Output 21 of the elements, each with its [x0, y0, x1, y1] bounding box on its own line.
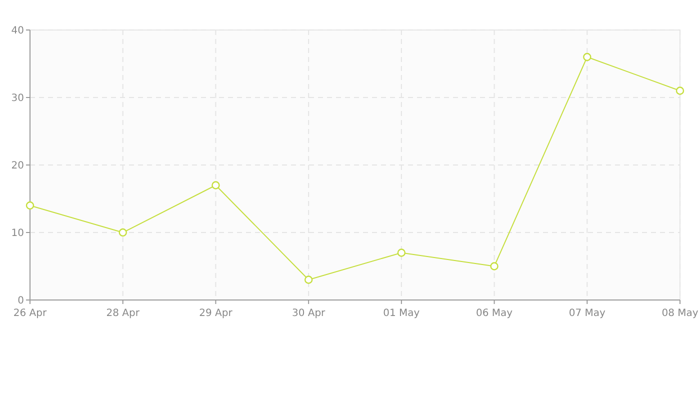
x-tick-label: 08 May	[662, 308, 698, 319]
x-tick-label: 26 Apr	[13, 308, 48, 319]
y-tick-label: 20	[11, 160, 24, 172]
point	[397, 248, 406, 257]
point	[304, 276, 313, 284]
y-tick-label: 40	[11, 26, 24, 36]
x-tick-label: 07 May	[568, 308, 606, 319]
point	[676, 86, 684, 95]
point	[583, 52, 592, 62]
y-tick-label: 30	[11, 93, 24, 104]
point	[26, 201, 34, 210]
point	[212, 181, 220, 190]
x-tick-label: 30 Apr	[292, 308, 326, 319]
y-tick-label: 10	[11, 228, 24, 239]
point	[118, 228, 127, 237]
point	[490, 262, 498, 270]
x-tick-label: 06 May	[476, 308, 513, 319]
x-tick-label: 29 Apr	[199, 308, 234, 319]
x-tick-label: 01 May	[383, 308, 420, 319]
x-tick-label: 28 Apr	[106, 308, 140, 319]
y-tick-label: 0	[18, 296, 24, 306]
